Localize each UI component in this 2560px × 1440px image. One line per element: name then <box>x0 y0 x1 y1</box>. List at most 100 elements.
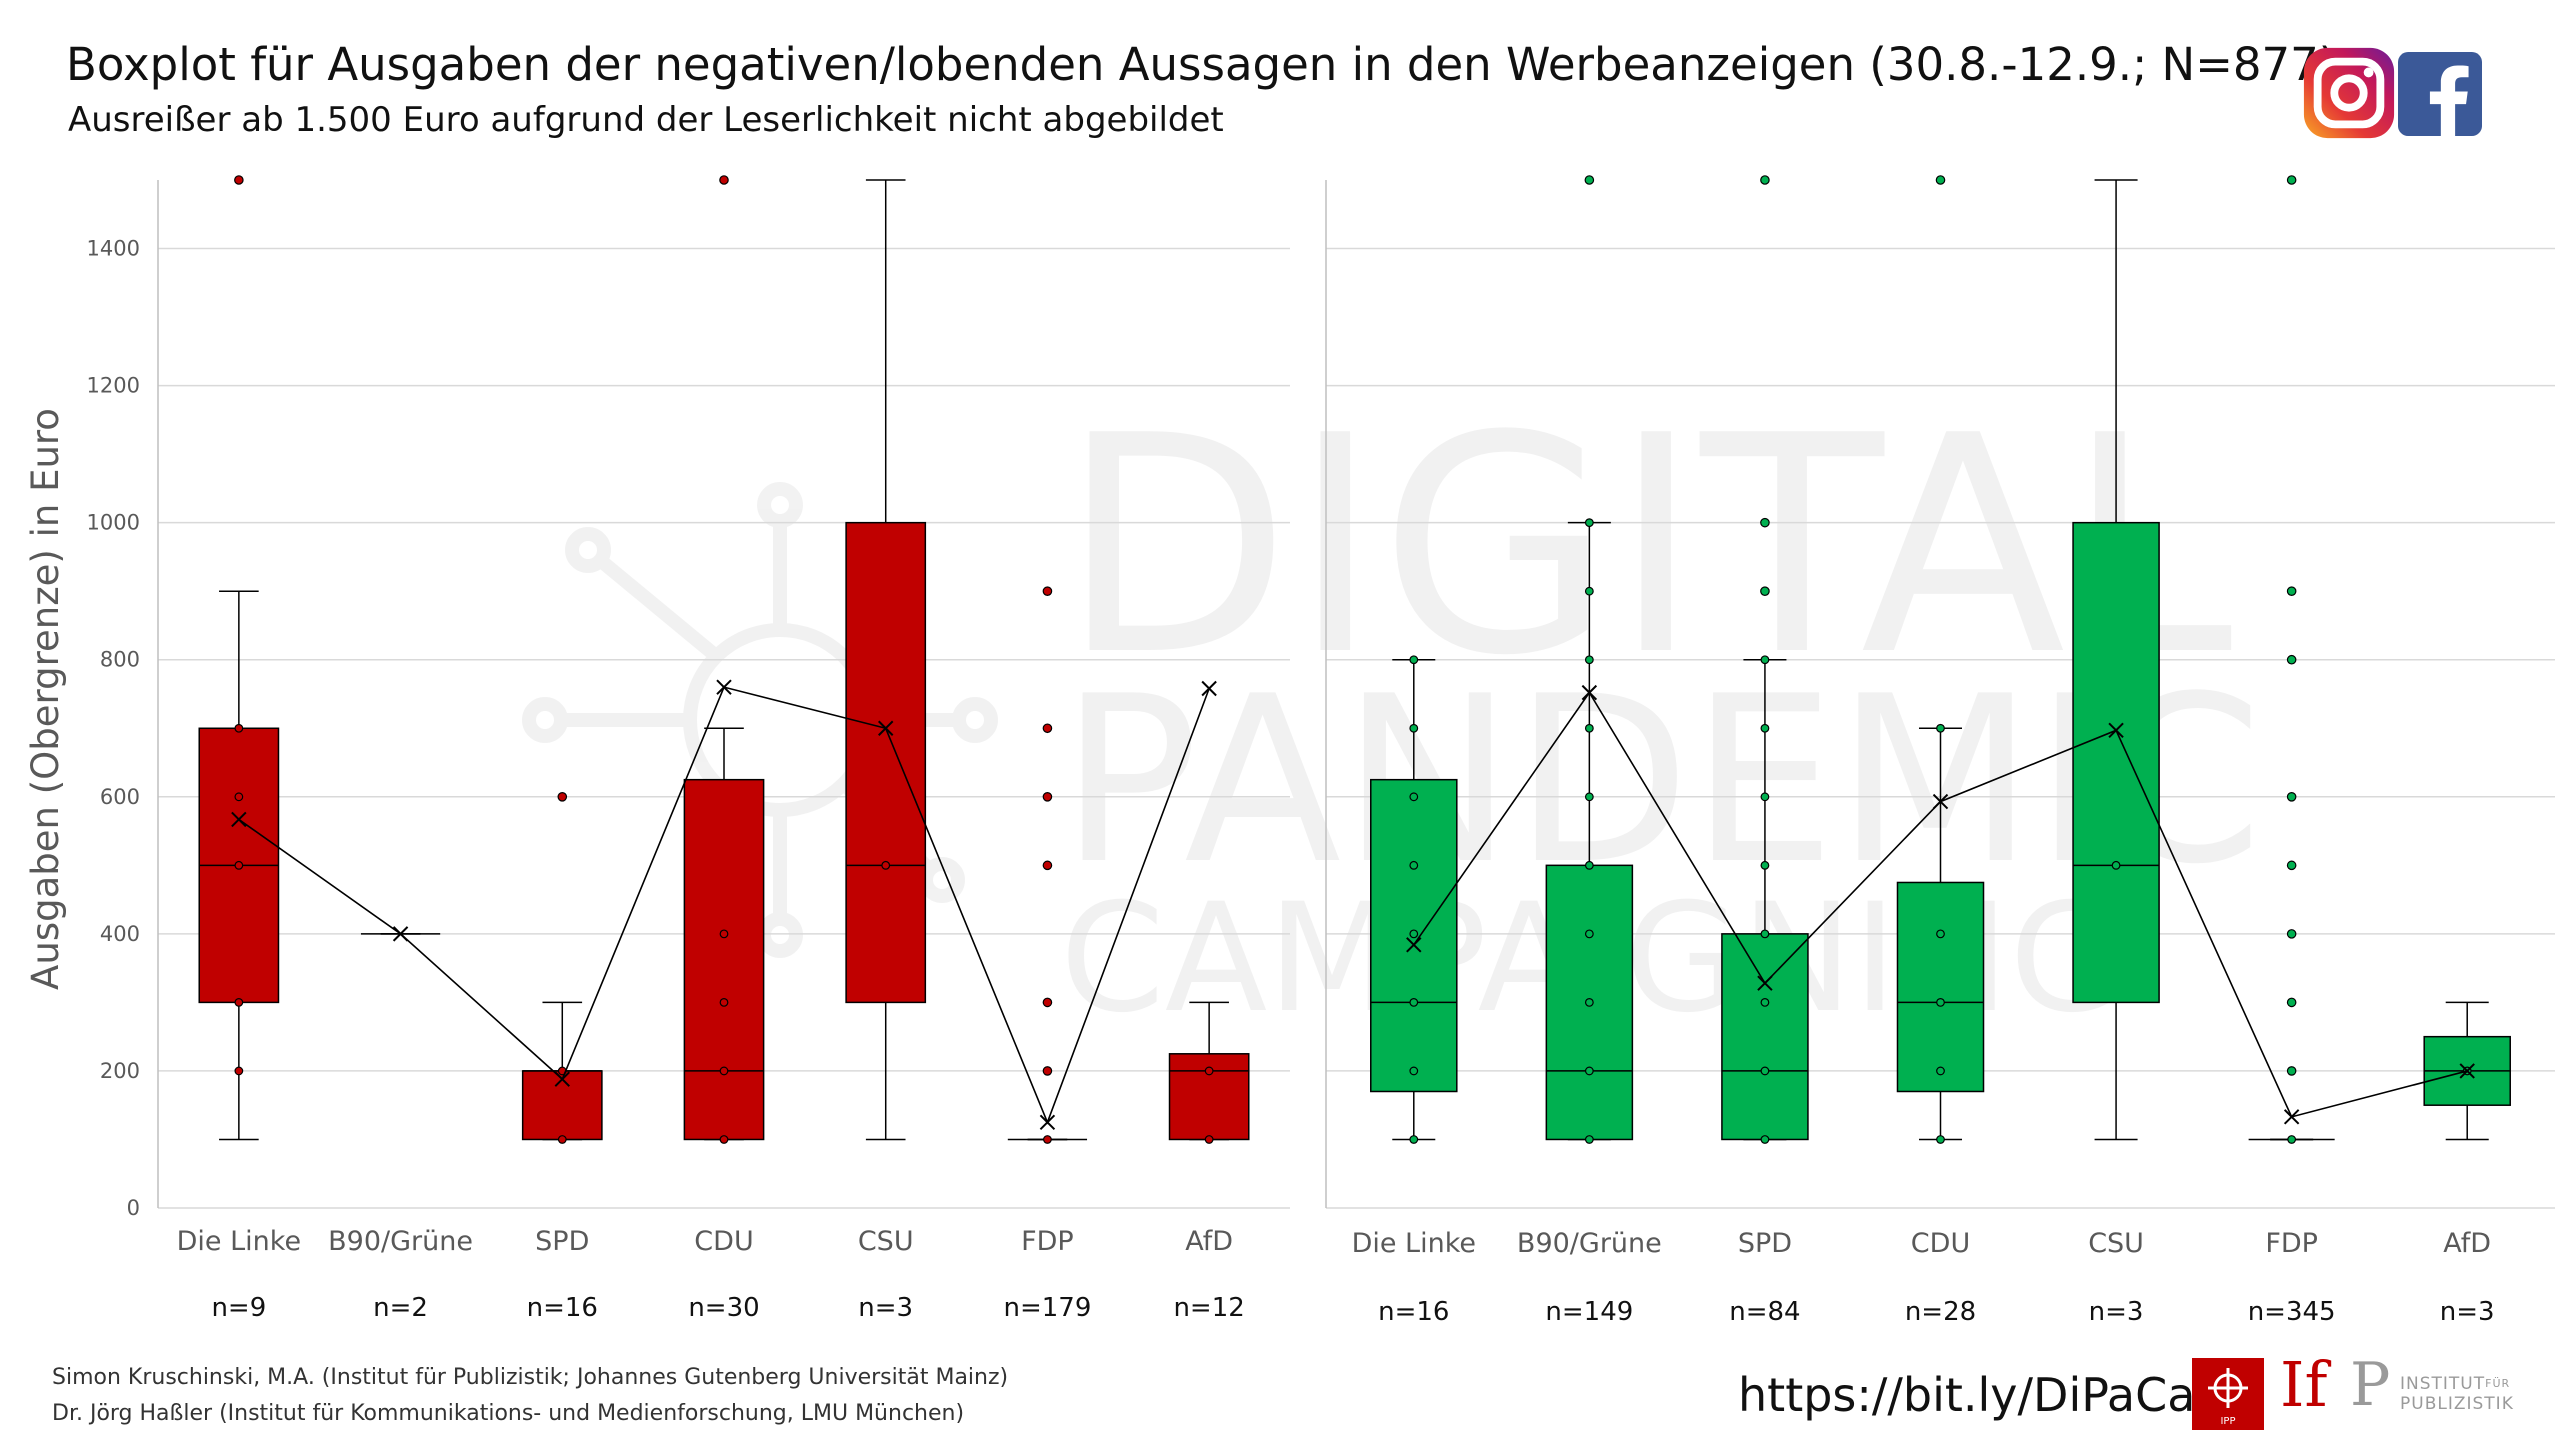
mean-marker <box>231 811 247 828</box>
watermark-line2: PANDEMIC <box>1060 648 2263 915</box>
data-point <box>1584 860 1594 870</box>
outlier-point <box>2286 586 2297 596</box>
n-label: n=12 <box>1173 1293 1244 1323</box>
data-point <box>234 998 244 1007</box>
outlier-point <box>2286 929 2297 939</box>
n-label: n=84 <box>1729 1297 1800 1327</box>
outlier-point <box>2286 860 2297 871</box>
data-point <box>1204 1135 1214 1144</box>
data-point <box>719 1135 729 1144</box>
outlier-point <box>2286 175 2297 185</box>
data-point <box>1409 998 1419 1007</box>
outlier-point <box>1760 586 1770 596</box>
data-point <box>1760 998 1770 1007</box>
outlier-point <box>1042 791 1053 802</box>
category-label: FDP <box>1021 1226 1074 1257</box>
category-label: CDU <box>1911 1228 1970 1259</box>
outlier-point <box>2286 1066 2297 1076</box>
data-point <box>1760 929 1770 939</box>
chart-subtitle: Ausreißer ab 1.500 Euro aufgrund der Les… <box>68 100 1224 140</box>
category-label: AfD <box>2443 1228 2491 1259</box>
box-afd: AfD n=12 <box>1168 680 1250 1323</box>
data-point <box>719 998 729 1007</box>
data-point <box>1584 655 1594 665</box>
data-point <box>719 929 729 939</box>
outlier-point <box>1042 586 1053 596</box>
n-label: n=9 <box>211 1293 266 1323</box>
outlier-point <box>1935 175 1946 185</box>
n-label: n=3 <box>858 1293 913 1323</box>
outlier-point <box>1760 517 1770 528</box>
data-point <box>1584 723 1594 733</box>
iqr-box <box>2072 521 2160 1004</box>
y-tick-label: 800 <box>100 648 140 672</box>
outlier-point <box>1760 175 1770 185</box>
data-point <box>1760 723 1770 733</box>
ifp-logo-p: P <box>2350 1350 2391 1420</box>
outlier-point <box>719 175 729 185</box>
box-die-linke: Die Linke n=16 <box>1352 655 1476 1327</box>
iqr-box <box>521 1070 603 1141</box>
data-point <box>1936 929 1945 939</box>
ifp-logo-if: If <box>2280 1348 2328 1421</box>
n-label: n=30 <box>688 1293 759 1323</box>
data-point <box>1204 1066 1214 1076</box>
institut-logo-fuer: FÜR <box>2485 1377 2511 1390</box>
data-point <box>1936 998 1945 1007</box>
outlier-point <box>1584 175 1595 185</box>
project-url[interactable]: https://bit.ly/DiPaCa <box>1738 1368 2196 1422</box>
box-b90-gr-ne: B90/Grüne n=2 <box>328 926 473 1323</box>
outlier-point <box>557 791 568 802</box>
y-tick-label: 1400 <box>87 237 140 261</box>
institut-logo-line1: INSTITUT <box>2400 1374 2486 1394</box>
data-point <box>1584 1135 1594 1144</box>
y-tick-label: 0 <box>127 1196 140 1220</box>
data-point <box>234 792 244 802</box>
credit-line-1: Simon Kruschinski, M.A. (Institut für Pu… <box>52 1365 1009 1390</box>
data-point <box>881 860 891 870</box>
chart-title: Boxplot für Ausgaben der negativen/loben… <box>66 38 2337 91</box>
data-point <box>2287 1135 2297 1144</box>
outlier-point <box>1042 997 1053 1008</box>
n-label: n=28 <box>1905 1297 1976 1327</box>
data-point <box>1760 1135 1770 1144</box>
mean-line <box>1413 691 2468 1118</box>
n-label: n=16 <box>1378 1297 1449 1327</box>
data-point <box>557 1135 567 1144</box>
watermark-line1: DIGITAL <box>1060 372 2234 721</box>
category-label: SPD <box>1738 1228 1792 1259</box>
data-point <box>1584 998 1594 1007</box>
data-point <box>1760 860 1770 870</box>
y-tick-label: 600 <box>100 785 140 809</box>
category-label: CSU <box>858 1226 914 1257</box>
data-point <box>1409 723 1419 733</box>
ipp-logo-text: IPP <box>2220 1416 2235 1427</box>
category-label: Die Linke <box>177 1226 301 1257</box>
box-afd: AfD n=3 <box>2423 1001 2511 1327</box>
data-point <box>1584 792 1594 802</box>
data-point <box>1584 929 1594 939</box>
box-cdu: CDU n=28 <box>1896 175 1985 1327</box>
data-point <box>1409 792 1419 802</box>
outlier-point <box>2286 654 2297 665</box>
data-point <box>1584 1066 1594 1076</box>
y-tick-label: 1200 <box>87 374 140 398</box>
data-point <box>1409 929 1419 939</box>
y-tick-label: 200 <box>100 1059 140 1083</box>
y-tick-label: 400 <box>100 922 140 946</box>
box-cdu: CDU n=30 <box>683 175 765 1323</box>
institut-fuer-publizistik-logo: INSTITUTFÜR PUBLIZISTIK <box>2400 1374 2514 1414</box>
n-label: n=345 <box>2248 1297 2336 1327</box>
n-label: n=149 <box>1545 1297 1633 1327</box>
data-point <box>1043 1135 1052 1144</box>
category-label: AfD <box>1185 1226 1233 1257</box>
category-label: B90/Grüne <box>1517 1228 1662 1259</box>
data-point <box>234 1066 244 1076</box>
data-point <box>234 860 244 870</box>
data-point <box>1936 723 1945 733</box>
boxplot-panel-negative: 0 200 400 600 800 1000 1200 1400 Ausgaben (Oberg… <box>24 175 1290 1323</box>
n-label: n=3 <box>2089 1297 2144 1327</box>
box-csu: CSU n=3 <box>2072 179 2160 1327</box>
iqr-box <box>1721 933 1809 1141</box>
